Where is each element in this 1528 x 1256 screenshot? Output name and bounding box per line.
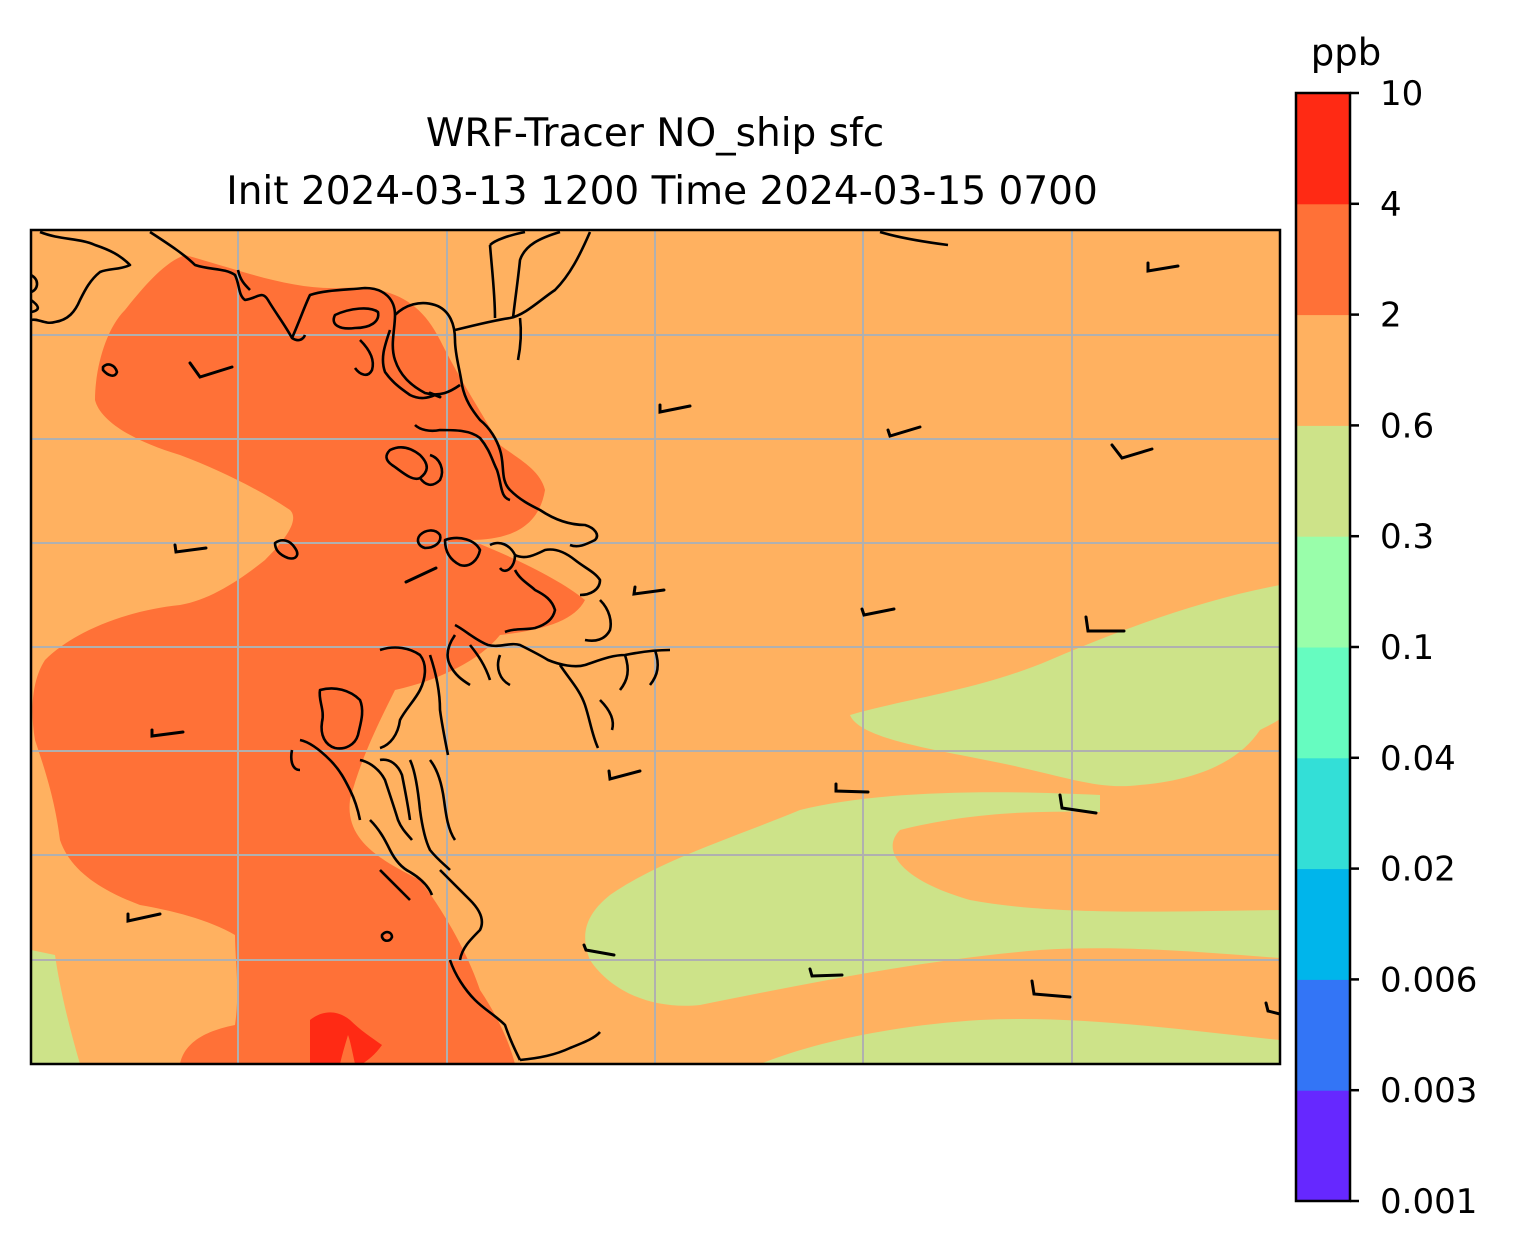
colorbar-segment [1296,868,1350,980]
contour-fill-0.3-0.6-se-corner [760,1019,1280,1064]
colorbar-segment [1296,1090,1350,1202]
wind-barb [860,607,896,617]
colorbar-segment [1296,314,1350,426]
colorbar-tick-label: 0.3 [1380,517,1434,557]
title-line-1: WRF-Tracer NO_ship sfc [426,111,884,156]
wind-barb [1084,615,1126,633]
wind-barb [582,943,616,957]
map-frame [29,228,1282,1066]
wind-barb [1110,443,1154,460]
colorbar-tick-label: 0.1 [1380,628,1434,668]
colorbar-tick-label: 2 [1380,296,1402,336]
wind-barb [658,403,692,414]
wind-barbs [126,261,1280,1016]
contour-fill-0.3-0.6-sw-corner [31,950,80,1064]
coastline [31,230,949,1062]
colorbar-tick-label: 0.04 [1380,739,1456,779]
colorbar-tick-label: 0.02 [1380,850,1456,890]
colorbar-segment [1296,757,1350,870]
map-panel [31,230,1280,1064]
wind-barb [126,912,162,923]
contour-fill-4-10 [310,1012,382,1064]
wind-barb [188,361,234,379]
colorbar-tick-label: 0.001 [1380,1182,1477,1222]
colorbar-segment [1296,203,1350,316]
wind-barb [150,728,185,738]
wind-barb [173,543,208,554]
colorbar-segment [1296,647,1350,759]
wind-barb [1058,793,1098,815]
wind-barb [808,967,844,978]
contour-fill-0.3-0.6-south [585,792,1280,1006]
colorbar-tick-label: 0.006 [1380,960,1477,1000]
title-line-2: Init 2024-03-13 1200 Time 2024-03-15 070… [226,169,1098,214]
colorbar-segment [1296,536,1350,648]
colorbar-tick-label: 10 [1380,74,1423,114]
wind-barb [428,391,442,399]
wind-barb [834,782,870,794]
colorbar-tick-label: 0.6 [1380,406,1434,446]
gridlines [31,230,1280,1064]
colorbar-tick-label: 4 [1380,185,1402,225]
contour-fill-0.3-0.6-east [850,585,1280,787]
wind-barb [1030,979,1072,999]
colorbar-tick-label: 0.003 [1380,1071,1477,1111]
colorbar-segment [1296,93,1350,205]
wind-barb [404,566,438,584]
wind-barb [1146,261,1180,273]
wind-barb [1264,1001,1280,1016]
colorbar-segment [1296,425,1350,537]
wind-barb [607,769,642,781]
colorbar: 0.001 0.003 0.006 0.02 0.04 0.1 0.3 0.6 2 4 10 [1294,74,1477,1222]
colorbar-unit-label: ppb [1311,31,1381,74]
wind-barb [632,585,666,596]
colorbar-segment [1296,979,1350,1091]
wind-barb [886,425,922,438]
